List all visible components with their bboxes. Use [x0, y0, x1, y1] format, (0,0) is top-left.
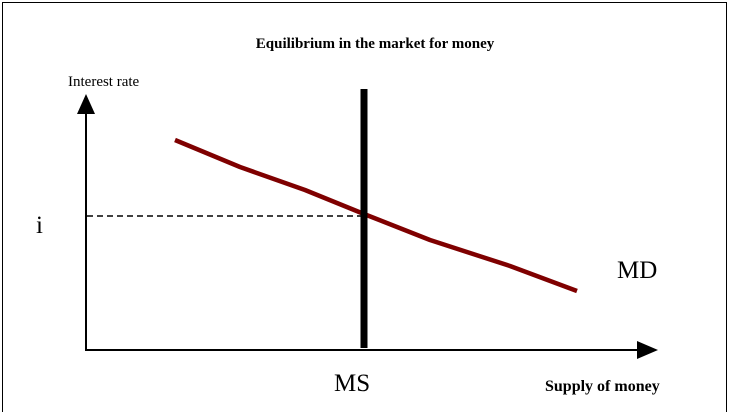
demand-curve	[174, 137, 578, 294]
y-axis-arrow	[77, 94, 95, 114]
title: Equilibrium in the market for money	[256, 36, 495, 52]
y-axis-label: Interest rate	[68, 74, 140, 90]
x-axis-arrow	[637, 341, 658, 359]
demand-curve-label: MD	[617, 257, 657, 284]
equilibrium-rate-label: i	[36, 212, 43, 239]
x-axis-label: Supply of money	[545, 378, 660, 395]
supply-curve-label: MS	[334, 370, 370, 397]
